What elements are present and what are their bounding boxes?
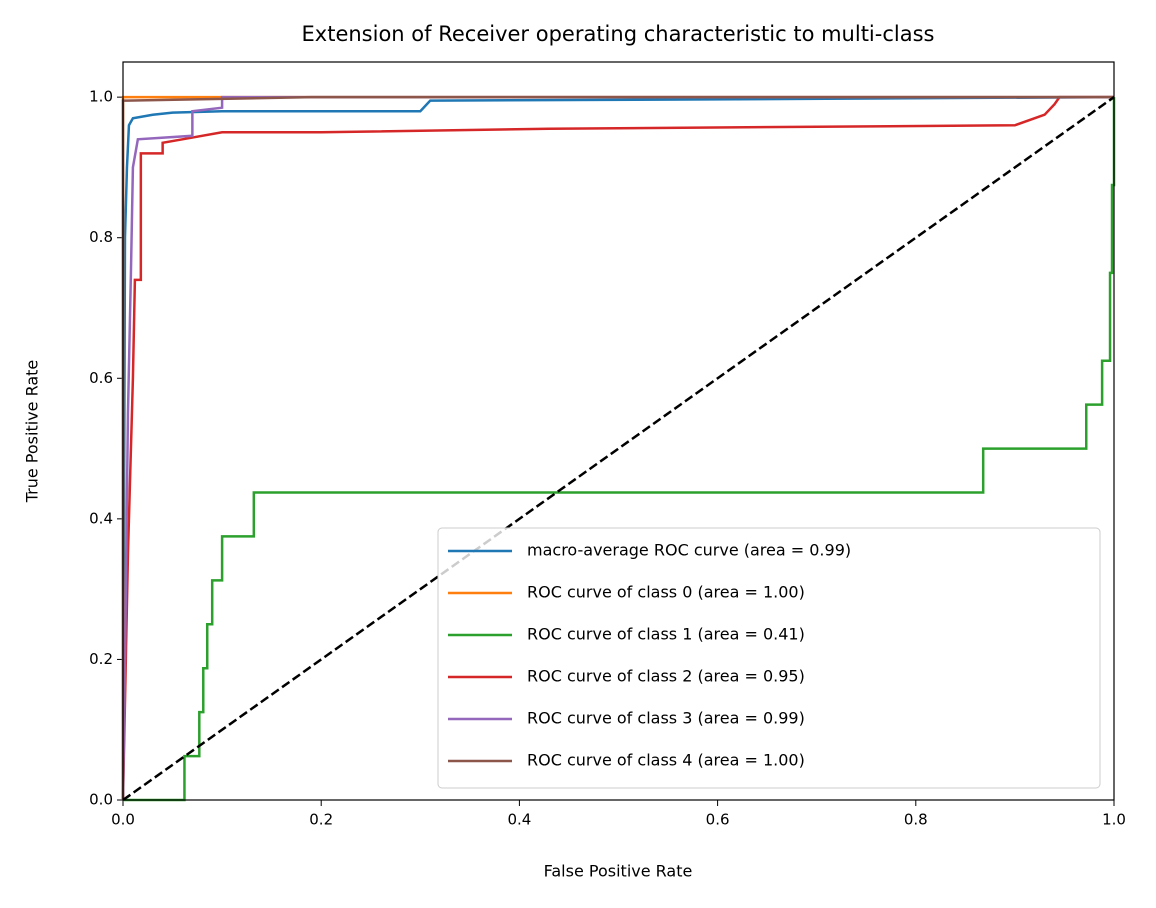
chance-line xyxy=(122,96,1115,802)
y-tick-label: 0.0 xyxy=(89,791,113,809)
legend-label: macro-average ROC curve (area = 0.99) xyxy=(527,541,851,560)
chart-title: Extension of Receiver operating characte… xyxy=(302,22,935,46)
y-tick-label: 0.8 xyxy=(89,228,113,246)
y-tick-label: 0.2 xyxy=(89,650,113,668)
roc-curve xyxy=(121,95,1114,801)
legend-label: ROC curve of class 0 (area = 1.00) xyxy=(527,583,805,602)
x-tick-label: 0.8 xyxy=(904,811,928,829)
legend-label: ROC curve of class 4 (area = 1.00) xyxy=(527,751,805,770)
legend-box xyxy=(437,527,1101,789)
roc-curve xyxy=(121,95,1114,801)
x-tick-label: 1.0 xyxy=(1102,811,1126,829)
x-tick-label: 0.4 xyxy=(507,811,531,829)
x-axis-label: False Positive Rate xyxy=(544,862,693,881)
legend-label: ROC curve of class 1 (area = 0.41) xyxy=(527,625,805,644)
y-tick-label: 1.0 xyxy=(89,88,113,106)
x-tick-label: 0.0 xyxy=(111,811,135,829)
y-axis-label: True Positive Rate xyxy=(23,360,42,504)
plot-frame xyxy=(122,61,1115,801)
x-tick-label: 0.2 xyxy=(309,811,333,829)
roc-curve xyxy=(123,97,1116,802)
y-tick-label: 0.6 xyxy=(89,369,113,387)
legend-label: ROC curve of class 2 (area = 0.95) xyxy=(527,667,805,686)
y-tick-label: 0.4 xyxy=(89,509,113,527)
roc-curve xyxy=(121,95,1115,801)
legend-label: ROC curve of class 3 (area = 0.99) xyxy=(527,709,805,728)
x-tick-label: 0.6 xyxy=(706,811,730,829)
